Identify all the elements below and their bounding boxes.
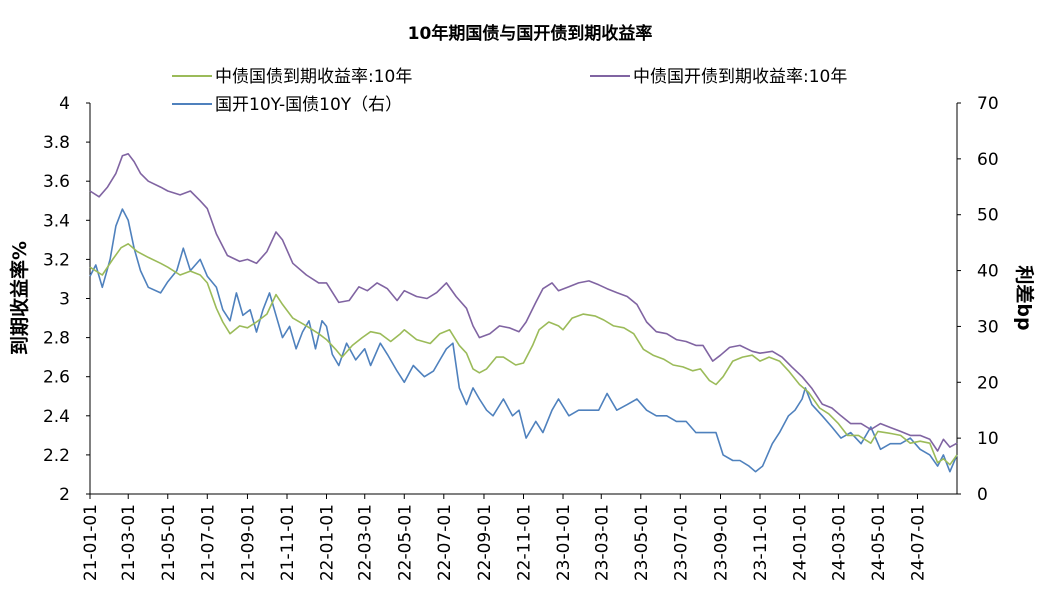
x-tick-label: 24-07-01 bbox=[908, 504, 928, 581]
x-tick-label: 22-09-01 bbox=[475, 504, 495, 581]
x-tick-label: 22-01-01 bbox=[318, 504, 338, 581]
right-tick-label: 40 bbox=[977, 262, 999, 282]
right-axis-title: 利差bp bbox=[1013, 265, 1036, 330]
x-tick-label: 24-03-01 bbox=[829, 504, 849, 581]
plot-lines bbox=[89, 153, 958, 473]
left-tick-label: 3.2 bbox=[43, 250, 70, 270]
series-line-0 bbox=[89, 243, 958, 466]
left-tick-label: 2.4 bbox=[43, 407, 70, 427]
left-tick-label: 3.8 bbox=[43, 133, 70, 153]
x-tick-label: 23-03-01 bbox=[592, 504, 612, 581]
x-tick-label: 22-03-01 bbox=[356, 504, 376, 581]
x-tick-label: 21-05-01 bbox=[159, 504, 179, 581]
x-tick-label: 23-05-01 bbox=[632, 504, 652, 581]
left-tick-label: 2.2 bbox=[43, 446, 70, 466]
left-tick-label: 2 bbox=[59, 485, 70, 505]
left-axis-title: 到期收益率% bbox=[8, 241, 31, 355]
x-tick-label: 21-03-01 bbox=[119, 504, 139, 581]
x-tick-label: 22-07-01 bbox=[435, 504, 455, 581]
x-axis-ticks: 21-01-01 21-03-01 21-05-01 21-07-01 21-09-01… bbox=[81, 494, 928, 581]
axes: 22.22.42.62.833.23.43.63.840102030405060… bbox=[43, 94, 999, 505]
x-tick-label: 24-01-01 bbox=[791, 504, 811, 581]
left-tick-label: 4 bbox=[59, 94, 70, 114]
x-tick-label: 21-07-01 bbox=[198, 504, 218, 581]
left-tick-label: 2.6 bbox=[43, 368, 70, 388]
legend-label-cdb: 中债国开债到期收益率:10年 bbox=[633, 67, 847, 87]
x-tick-label: 22-05-01 bbox=[395, 504, 415, 581]
left-tick-label: 2.8 bbox=[43, 329, 70, 349]
right-tick-label: 10 bbox=[977, 429, 999, 449]
x-tick-label: 23-07-01 bbox=[671, 504, 691, 581]
series-line-2 bbox=[89, 208, 958, 473]
x-tick-label: 24-05-01 bbox=[869, 504, 889, 581]
right-tick-label: 70 bbox=[977, 94, 999, 114]
x-tick-label: 21-09-01 bbox=[238, 504, 258, 581]
x-tick-label: 23-11-01 bbox=[751, 504, 771, 581]
left-tick-label: 3 bbox=[59, 290, 70, 310]
legend: 中债国债到期收益率:10年 中债国开债到期收益率:10年 国开10Y-国债10Y… bbox=[172, 67, 847, 115]
x-tick-label: 23-09-01 bbox=[711, 504, 731, 581]
chart-title: 10年期国债与国开债到期收益率 bbox=[408, 23, 653, 44]
x-tick-label: 22-11-01 bbox=[515, 504, 535, 581]
x-tick-label: 21-01-01 bbox=[81, 504, 101, 581]
x-tick-label: 21-11-01 bbox=[278, 504, 298, 581]
right-tick-label: 60 bbox=[977, 150, 999, 170]
right-tick-label: 20 bbox=[977, 373, 999, 393]
right-tick-label: 30 bbox=[977, 317, 999, 337]
left-tick-label: 3.4 bbox=[43, 211, 70, 231]
x-tick-label: 23-01-01 bbox=[554, 504, 574, 581]
right-tick-label: 50 bbox=[977, 206, 999, 226]
legend-item-spread: 国开10Y-国债10Y（右） bbox=[172, 95, 402, 115]
legend-item-cgb: 中债国债到期收益率:10年 bbox=[172, 67, 412, 87]
legend-label-spread: 国开10Y-国债10Y（右） bbox=[215, 95, 402, 115]
legend-item-cdb: 中债国开债到期收益率:10年 bbox=[590, 67, 847, 87]
series-line-1 bbox=[89, 153, 958, 452]
right-tick-label: 0 bbox=[977, 485, 988, 505]
left-tick-label: 3.6 bbox=[43, 172, 70, 192]
legend-label-cgb: 中债国债到期收益率:10年 bbox=[215, 67, 412, 87]
